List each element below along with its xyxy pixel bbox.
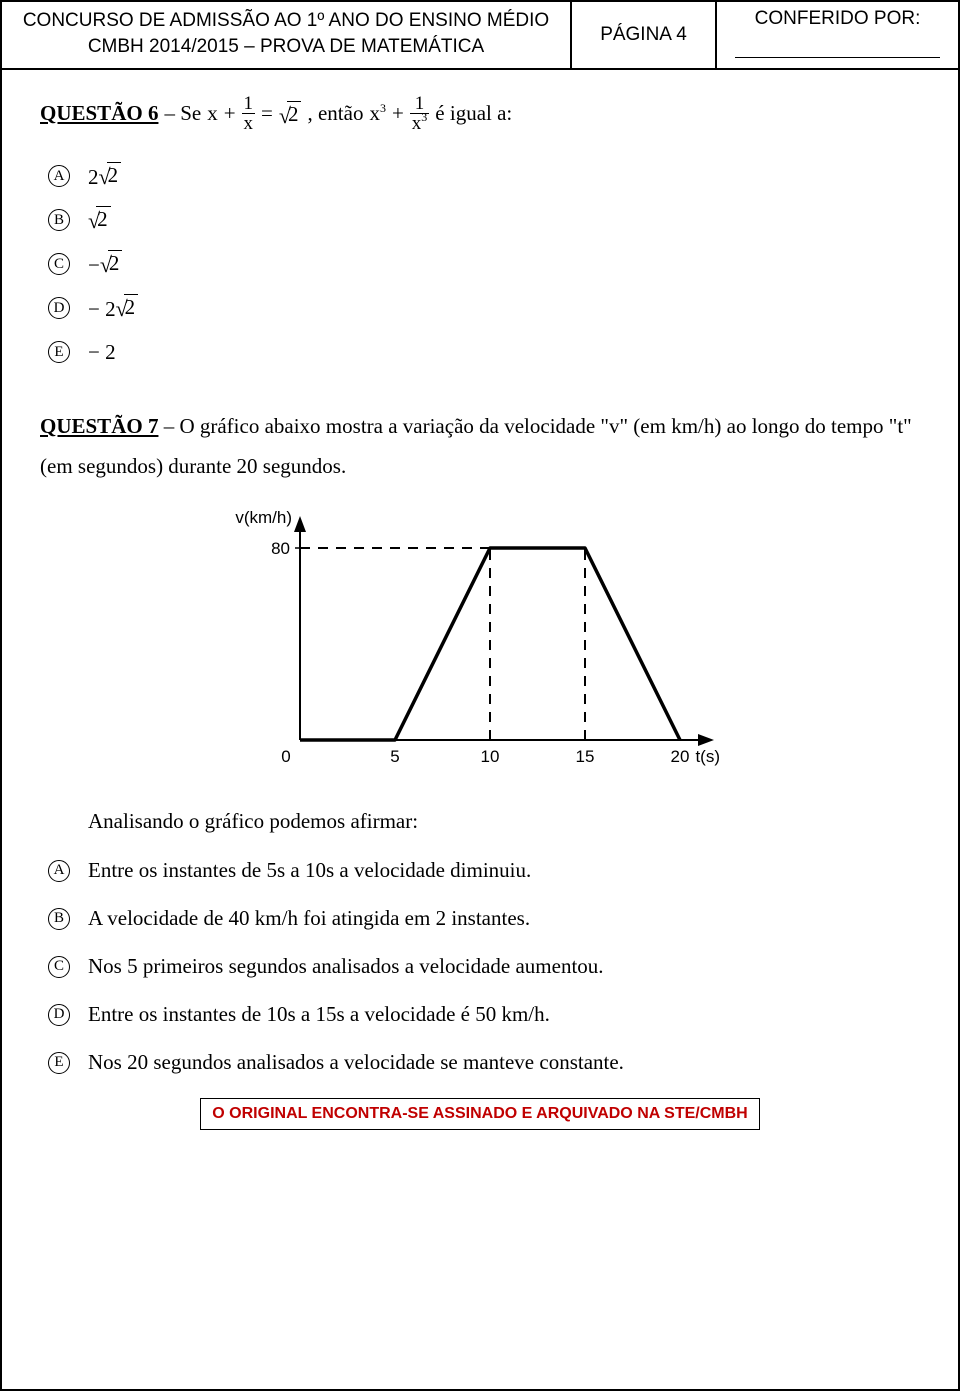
q6-x1: x <box>207 101 218 126</box>
option-letter: A <box>48 860 70 882</box>
velocity-chart-svg: 80 5 10 15 20 0 v(km/h) t(s) <box>230 505 730 785</box>
header-page-label: PÁGINA 4 <box>600 24 687 46</box>
header-title-line2: CMBH 2014/2015 – PROVA DE MATEMÁTICA <box>10 34 562 60</box>
header-title-line1: CONCURSO DE ADMISSÃO AO 1º ANO DO ENSINO… <box>10 8 562 34</box>
question-7-prompt: QUESTÃO 7 – O gráfico abaixo mostra a va… <box>40 407 920 487</box>
q7-text: – O gráfico abaixo mostra a variação da … <box>40 414 912 478</box>
q6-frac2: 1 x3 <box>410 94 430 133</box>
option-letter: D <box>48 297 70 319</box>
q7-optB-text: A velocidade de 40 km/h foi atingida em … <box>88 906 530 931</box>
question-7-options: A Entre os instantes de 5s a 10s a veloc… <box>48 856 920 1078</box>
q6-plus1: + <box>224 101 236 126</box>
q7-option-b[interactable]: B A velocidade de 40 km/h foi atingida e… <box>48 904 920 934</box>
q7-option-e[interactable]: E Nos 20 segundos analisados a velocidad… <box>48 1048 920 1078</box>
q6-post: é igual a: <box>435 101 512 126</box>
svg-text:15: 15 <box>576 747 595 766</box>
footer-note: O ORIGINAL ENCONTRA-SE ASSINADO E ARQUIV… <box>200 1098 760 1130</box>
q6-option-e[interactable]: E − 2 <box>48 337 920 367</box>
q6-sqrt1-val: 2 <box>287 101 302 127</box>
q7-option-a[interactable]: A Entre os instantes de 5s a 10s a veloc… <box>48 856 920 886</box>
header-page-cell: PÁGINA 4 <box>572 2 717 68</box>
svg-text:0: 0 <box>281 747 290 766</box>
option-letter: C <box>48 956 70 978</box>
header-conferido-label: CONFERIDO POR: <box>725 8 950 30</box>
svg-text:t(s): t(s) <box>695 747 720 766</box>
q6-eq: = <box>261 101 273 126</box>
svg-text:20: 20 <box>671 747 690 766</box>
question-6-label: QUESTÃO 6 <box>40 101 158 126</box>
q6-option-b[interactable]: B √2 <box>48 205 920 235</box>
signature-line <box>735 38 940 58</box>
option-letter: C <box>48 253 70 275</box>
q7-option-d[interactable]: D Entre os instantes de 10s a 15s a velo… <box>48 1000 920 1030</box>
q7-optA-text: Entre os instantes de 5s a 10s a velocid… <box>88 858 531 883</box>
q6-pre: – Se <box>164 101 201 126</box>
option-letter: D <box>48 1004 70 1026</box>
q6-optB-val: √2 <box>88 206 111 234</box>
velocity-chart: 80 5 10 15 20 0 v(km/h) t(s) <box>230 505 730 791</box>
question-6-options: A 2√2 B √2 C −√2 D − 2√2 <box>48 161 920 367</box>
header-conferido-cell: CONFERIDO POR: <box>717 2 958 68</box>
question-6-prompt: QUESTÃO 6 – Se x + 1 x = √ 2 , então x3 … <box>40 94 920 133</box>
q6-x2: x3 <box>369 101 386 126</box>
option-letter: A <box>48 165 70 187</box>
q6-optE-val: − 2 <box>88 340 116 365</box>
q6-option-d[interactable]: D − 2√2 <box>48 293 920 323</box>
q7-option-c[interactable]: C Nos 5 primeiros segundos analisados a … <box>48 952 920 982</box>
q6-frac1-den: x <box>242 114 256 133</box>
header-title-cell: CONCURSO DE ADMISSÃO AO 1º ANO DO ENSINO… <box>2 2 572 68</box>
svg-text:5: 5 <box>390 747 399 766</box>
question-7-label: QUESTÃO 7 <box>40 414 158 438</box>
q6-optD-val: − 2√2 <box>88 294 138 322</box>
q7-optC-text: Nos 5 primeiros segundos analisados a ve… <box>88 954 604 979</box>
page-header: CONCURSO DE ADMISSÃO AO 1º ANO DO ENSINO… <box>2 2 958 70</box>
svg-text:10: 10 <box>481 747 500 766</box>
q6-option-a[interactable]: A 2√2 <box>48 161 920 191</box>
q6-optA-val: 2√2 <box>88 162 121 190</box>
option-letter: B <box>48 908 70 930</box>
page: CONCURSO DE ADMISSÃO AO 1º ANO DO ENSINO… <box>0 0 960 1391</box>
q6-option-c[interactable]: C −√2 <box>48 249 920 279</box>
option-letter: E <box>48 341 70 363</box>
option-letter: B <box>48 209 70 231</box>
q6-frac1-num: 1 <box>242 94 256 113</box>
q7-optD-text: Entre os instantes de 10s a 15s a veloci… <box>88 1002 550 1027</box>
q6-mid: , então <box>307 101 363 126</box>
q6-frac2-den: x3 <box>410 114 430 133</box>
q6-frac1: 1 x <box>242 94 256 133</box>
q6-optC-val: −√2 <box>88 250 122 278</box>
q7-analise: Analisando o gráfico podemos afirmar: <box>88 809 920 834</box>
q6-sqrt1: √ 2 <box>279 101 302 127</box>
content: QUESTÃO 6 – Se x + 1 x = √ 2 , então x3 … <box>2 70 958 1150</box>
svg-text:80: 80 <box>271 539 290 558</box>
q6-plus2: + <box>392 101 404 126</box>
option-letter: E <box>48 1052 70 1074</box>
q7-optE-text: Nos 20 segundos analisados a velocidade … <box>88 1050 624 1075</box>
svg-text:v(km/h): v(km/h) <box>235 508 292 527</box>
